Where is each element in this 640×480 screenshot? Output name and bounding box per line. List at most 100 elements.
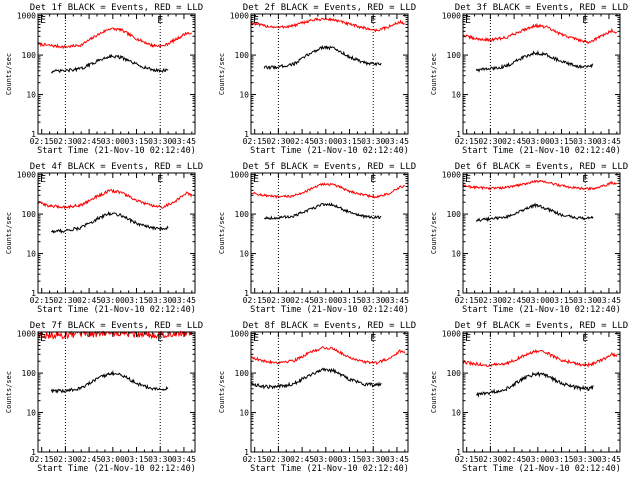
x-tick-label: 03:15 — [337, 296, 361, 305]
series-events — [264, 202, 382, 220]
plot-frame — [462, 331, 621, 453]
x-tick-label: 03:15 — [337, 455, 361, 464]
y-tick-label: 10 — [451, 250, 461, 259]
x-tick-label: 03:30 — [573, 137, 597, 146]
x-tick-label: 03:00 — [314, 137, 338, 146]
panel-title: Det 2f BLACK = Events, RED = LLD — [243, 3, 416, 13]
y-tick-label: 10 — [239, 91, 249, 100]
series-events — [50, 53, 169, 74]
y-axis-label: Counts/sec — [218, 53, 226, 95]
series-events — [50, 369, 169, 394]
x-tick-label: 03:15 — [124, 455, 148, 464]
x-tick-label: 03:30 — [148, 455, 172, 464]
x-axis-label: Start Time (21-Nov-10 02:12:40) — [462, 305, 621, 315]
x-tick-label: 03:30 — [361, 137, 385, 146]
panel-title: Det 9f BLACK = Events, RED = LLD — [455, 321, 628, 331]
x-tick-label: 03:15 — [549, 137, 573, 146]
x-tick-label: 03:45 — [172, 137, 196, 146]
x-tick-label: 02:30 — [266, 455, 290, 464]
x-tick-label: 03:30 — [361, 296, 385, 305]
y-tick-label: 10 — [239, 409, 249, 418]
x-tick-label: 03:30 — [148, 137, 172, 146]
x-tick-label: 03:45 — [172, 296, 196, 305]
x-tick-label: 02:45 — [290, 137, 314, 146]
series-events — [250, 367, 382, 390]
y-tick-label: 1000 — [17, 171, 36, 180]
x-tick-label: 03:15 — [124, 296, 148, 305]
y-tick-label: 10 — [239, 250, 249, 259]
x-tick-label: 03:15 — [337, 137, 361, 146]
y-tick-label: 1 — [244, 289, 249, 298]
y-axis-label: Counts/sec — [218, 371, 226, 413]
x-tick-label: 02:30 — [478, 455, 502, 464]
y-tick-label: 1 — [456, 130, 461, 139]
x-tick-label: 02:30 — [53, 137, 77, 146]
x-tick-label: 03:00 — [314, 455, 338, 464]
y-tick-label: 100 — [22, 369, 37, 378]
panel-title: Det 1f BLACK = Events, RED = LLD — [30, 3, 203, 13]
y-tick-label: 1000 — [442, 12, 461, 21]
panel-det-8: Det 8f BLACK = Events, RED = LLD E E 1 10 100… — [218, 321, 416, 474]
y-axis-label: Counts/sec — [218, 212, 226, 254]
series-lld — [462, 349, 618, 368]
plot-frame — [250, 172, 409, 294]
x-tick-label: 02:30 — [478, 137, 502, 146]
y-axis-label: Counts/sec — [5, 53, 13, 95]
x-tick-label: 03:00 — [526, 296, 550, 305]
x-tick-label: 03:00 — [101, 137, 125, 146]
y-tick-label: 1000 — [17, 12, 36, 21]
y-tick-label: 10 — [26, 409, 36, 418]
y-tick-label: 1000 — [230, 171, 249, 180]
x-tick-label: 03:30 — [148, 296, 172, 305]
series-events — [476, 371, 594, 398]
y-axis-label: Counts/sec — [430, 212, 438, 254]
x-tick-label: 02:15 — [243, 137, 267, 146]
x-axis-label: Start Time (21-Nov-10 02:12:40) — [37, 146, 196, 156]
y-tick-label: 1 — [456, 448, 461, 457]
x-tick-label: 03:00 — [526, 455, 550, 464]
series-lld — [37, 27, 192, 50]
x-tick-label: 03:45 — [172, 455, 196, 464]
marker-label: E — [157, 174, 163, 185]
x-tick-label: 03:30 — [573, 296, 597, 305]
panel-det-4: Det 4f BLACK = Events, RED = LLD E E 1 10 100… — [5, 162, 203, 315]
x-tick-label: 02:45 — [502, 137, 526, 146]
series-lld — [37, 330, 193, 340]
y-axis-label: Counts/sec — [5, 212, 13, 254]
x-tick-label: 02:45 — [290, 296, 314, 305]
x-tick-label: 03:45 — [597, 455, 621, 464]
x-tick-label: 03:30 — [361, 455, 385, 464]
series-lld — [462, 179, 618, 191]
marker-label: E — [370, 15, 376, 26]
y-tick-label: 100 — [235, 210, 250, 219]
x-tick-label: 03:45 — [385, 137, 409, 146]
x-tick-label: 02:30 — [478, 296, 502, 305]
corner-label: E — [40, 174, 46, 185]
y-tick-label: 1 — [31, 130, 36, 139]
panel-title: Det 7f BLACK = Events, RED = LLD — [30, 321, 203, 331]
corner-label: E — [253, 15, 259, 26]
y-tick-label: 100 — [447, 369, 462, 378]
plot-frame — [37, 331, 196, 453]
y-tick-label: 10 — [26, 250, 36, 259]
panel-det-7: Det 7f BLACK = Events, RED = LLD E E 1 10 100… — [5, 321, 203, 474]
marker-label: E — [582, 174, 588, 185]
y-tick-label: 1 — [31, 289, 36, 298]
x-tick-label: 03:15 — [124, 137, 148, 146]
x-tick-label: 02:15 — [30, 137, 54, 146]
x-tick-label: 03:15 — [549, 455, 573, 464]
x-tick-label: 03:00 — [526, 137, 550, 146]
corner-label: E — [465, 333, 471, 344]
y-tick-label: 1000 — [230, 12, 249, 21]
x-axis-label: Start Time (21-Nov-10 02:12:40) — [462, 464, 621, 474]
corner-label: E — [465, 174, 471, 185]
panel-title: Det 8f BLACK = Events, RED = LLD — [243, 321, 416, 331]
x-tick-label: 02:45 — [290, 455, 314, 464]
x-axis-label: Start Time (21-Nov-10 02:12:40) — [250, 464, 409, 474]
corner-label: E — [253, 333, 259, 344]
series-lld — [37, 188, 193, 210]
corner-label: E — [40, 15, 46, 26]
plot-frame — [462, 172, 621, 294]
y-tick-label: 1000 — [230, 330, 249, 339]
plot-frame — [250, 331, 409, 453]
